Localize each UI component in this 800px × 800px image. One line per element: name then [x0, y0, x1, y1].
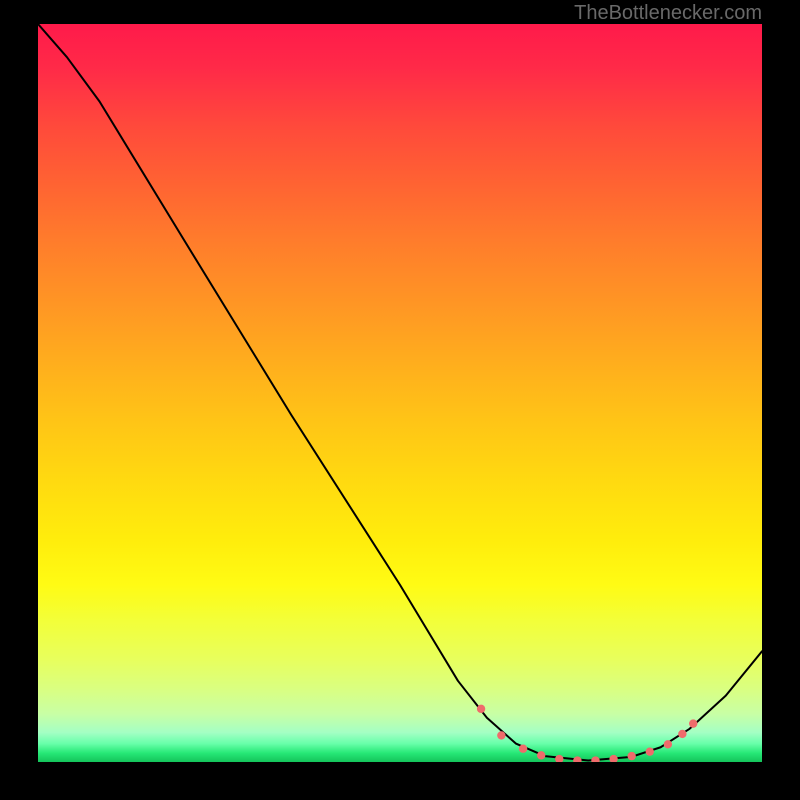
plot-area [38, 24, 762, 762]
bottleneck-curve [38, 24, 762, 761]
page-frame: TheBottlenecker.com [0, 0, 800, 800]
curve-marker [627, 752, 635, 760]
curve-marker [646, 747, 654, 755]
curve-marker [477, 705, 485, 713]
curve-marker [555, 755, 563, 762]
curve-markers [477, 705, 698, 762]
curve-marker [573, 756, 581, 762]
curve-marker [664, 740, 672, 748]
curve-overlay [38, 24, 762, 762]
curve-marker [609, 755, 617, 762]
curve-marker [537, 751, 545, 759]
curve-marker [519, 745, 527, 753]
curve-marker [689, 719, 697, 727]
curve-marker [591, 756, 599, 762]
attribution-label: TheBottlenecker.com [574, 2, 762, 25]
curve-marker [497, 731, 505, 739]
curve-marker [678, 730, 686, 738]
